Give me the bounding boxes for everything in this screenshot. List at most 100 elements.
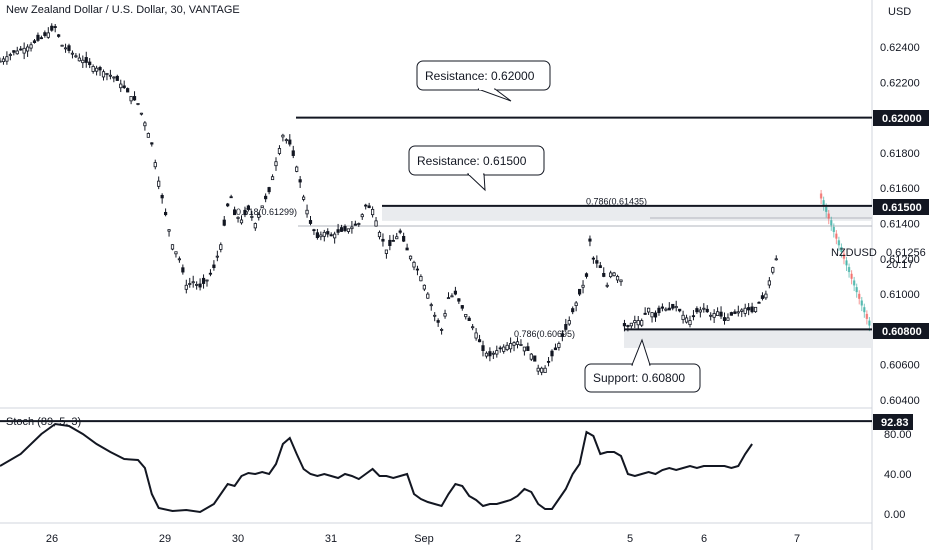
candle-body	[122, 85, 126, 88]
candle-body	[529, 353, 533, 360]
candle-body	[374, 220, 378, 227]
candle-body	[305, 209, 309, 215]
candle-body	[19, 48, 23, 51]
candle-body	[609, 272, 613, 278]
candle-body	[105, 73, 109, 75]
candle-body	[457, 298, 461, 302]
candle-body	[326, 231, 330, 235]
candle-body	[653, 312, 658, 318]
candle-body	[491, 352, 495, 355]
candle-body	[702, 307, 706, 310]
price-tick-label: 0.61200	[880, 254, 920, 266]
time-axis[interactable]: 26 29 30 31 Sep 2 5 6 7	[46, 533, 800, 545]
candle-body	[136, 103, 140, 105]
candle-body	[112, 76, 116, 79]
candle-body	[157, 180, 161, 187]
candle-body	[688, 320, 692, 326]
time-tick-label: 29	[159, 533, 171, 545]
candle-body	[150, 142, 154, 145]
candle-body	[384, 249, 389, 254]
candle-body	[626, 325, 630, 327]
candle-body	[236, 216, 240, 219]
price-tick-label: 0.60600	[880, 360, 920, 372]
stoch-tick-label: 80.00	[884, 429, 912, 441]
candle-body	[712, 313, 716, 318]
resistance-callout-62000-text: Resistance: 0.62000	[425, 69, 535, 83]
candle-body	[264, 195, 268, 200]
price-axis[interactable]: 0.62400 0.62200 0.62000 0.61800 0.61600 0.614…	[880, 42, 920, 407]
candle-body	[12, 50, 16, 53]
symbol-label: NZDUSD	[831, 247, 877, 259]
candle-body	[357, 223, 361, 225]
candle-body	[25, 46, 30, 52]
candle-body	[650, 312, 654, 318]
candle-body	[684, 317, 689, 323]
resistance-callout-62000[interactable]: Resistance: 0.62000	[416, 60, 551, 102]
candle-body	[426, 293, 430, 299]
candle-body	[543, 367, 547, 373]
candle-body	[315, 232, 320, 239]
level-badge-61500: 0.61500	[873, 199, 929, 215]
candle-body	[546, 360, 551, 363]
projection-body	[840, 247, 843, 253]
time-tick-label: 26	[46, 533, 58, 545]
candle-body	[660, 306, 665, 309]
candle-body	[515, 341, 520, 345]
candle-body	[298, 179, 302, 183]
candle-body	[564, 324, 568, 330]
candle-body	[698, 309, 702, 313]
candle-body	[429, 304, 433, 307]
price-candles	[0, 23, 871, 376]
candle-body	[0, 60, 2, 63]
level-badge-62000-text: 0.62000	[882, 113, 922, 125]
candle-body	[70, 52, 75, 55]
candle-body	[29, 44, 33, 49]
candle-body	[281, 134, 285, 138]
projection-body	[860, 300, 863, 306]
projection-body	[868, 320, 871, 326]
candle-body	[481, 345, 485, 351]
candle-body	[636, 320, 640, 326]
candle-body	[647, 307, 651, 313]
candle-body	[188, 283, 192, 285]
candle-body	[267, 187, 271, 193]
candle-body	[743, 307, 747, 314]
candle-body	[67, 45, 71, 51]
candle-body	[198, 283, 202, 288]
candle-body	[360, 214, 364, 218]
candle-body	[277, 148, 282, 154]
candle-body	[450, 295, 454, 298]
time-tick-label: Sep	[414, 533, 434, 545]
fib-labels: 0.618(0.61299) 0.786(0.61435) 0.786(0.6069…	[236, 197, 647, 339]
candle-body	[295, 166, 299, 172]
projection-body	[842, 253, 846, 259]
price-tick-label: 0.61800	[880, 148, 920, 160]
stoch-tick-label: 40.00	[884, 469, 912, 481]
fib-label: 0.786(0.61435)	[586, 197, 647, 207]
candle-body	[488, 351, 492, 357]
candle-body	[574, 302, 578, 306]
candle-body	[398, 230, 402, 233]
projection-body	[855, 287, 858, 293]
projection-body	[822, 200, 825, 206]
support-callout-60800[interactable]: Support: 0.60800	[584, 338, 701, 393]
candle-body	[633, 320, 637, 324]
candle-body	[312, 229, 316, 232]
price-levels	[296, 116, 872, 331]
candle-body	[208, 272, 213, 275]
candle-body	[750, 306, 754, 313]
candle-body	[370, 208, 375, 216]
projection-body	[845, 260, 848, 266]
fib-label: 0.786(0.60695)	[514, 329, 575, 339]
stoch-axis[interactable]: 80.00 40.00 0.00	[884, 429, 912, 521]
candle-body	[729, 312, 734, 316]
candle-body	[391, 240, 395, 242]
candle-body	[388, 239, 392, 246]
candle-body	[578, 288, 582, 295]
candle-body	[422, 284, 426, 290]
candle-body	[336, 229, 340, 233]
resistance-callout-61500[interactable]: Resistance: 0.61500	[408, 145, 545, 192]
candle-body	[464, 313, 468, 318]
candle-body	[364, 204, 368, 207]
